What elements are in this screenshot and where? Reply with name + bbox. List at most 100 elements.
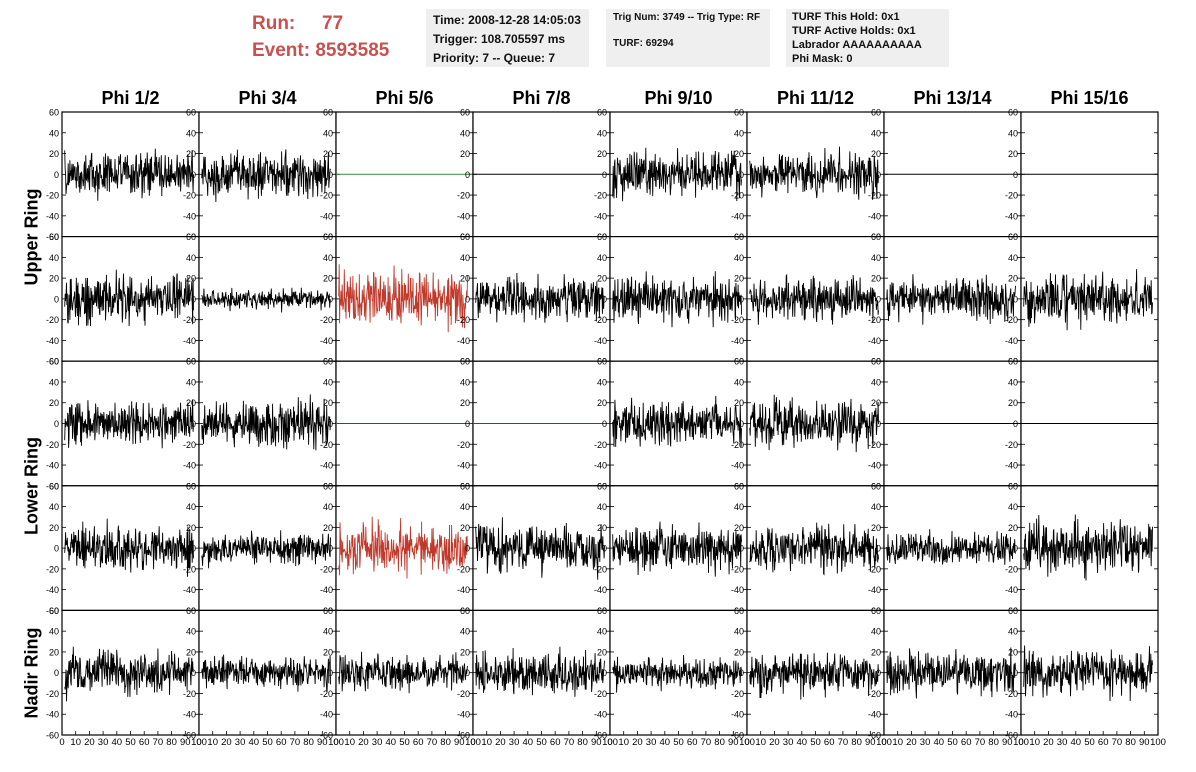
y-tick-label: -60 [594,731,607,741]
x-tick-label: 80 [1125,737,1136,748]
y-tick-label: 60 [871,357,881,367]
y-tick-label: 20 [186,149,196,159]
y-tick-label: 60 [460,108,470,118]
x-tick-label: 100 [465,737,481,748]
y-tick-label: 60 [186,108,196,118]
y-tick-label: 20 [186,523,196,533]
y-tick-label: -40 [46,585,59,595]
x-tick-label: 80 [577,737,588,748]
waveform-trace [886,647,1016,699]
y-tick-label: 20 [49,523,59,533]
y-tick-label: -20 [1005,191,1018,201]
y-tick-label: 40 [460,128,470,138]
y-tick-label: 20 [597,149,607,159]
time-info-box: Time: 2008-12-28 14:05:03 Trigger: 108.7… [426,9,589,67]
y-tick-label: 60 [1008,481,1018,491]
y-tick-label: 20 [1008,149,1018,159]
x-tick-label: 20 [906,737,917,748]
y-tick-label: -20 [320,191,333,201]
y-tick-label: 60 [597,232,607,242]
y-tick-label: 60 [597,606,607,616]
y-tick-label: -20 [1005,689,1018,699]
y-tick-label: -40 [1005,585,1018,595]
x-tick-label: 40 [797,737,808,748]
y-tick-label: 60 [871,606,881,616]
y-tick-label: -20 [457,564,470,574]
x-tick-label: 40 [249,737,260,748]
y-tick-label: 60 [186,232,196,242]
x-tick-label: 20 [84,737,95,748]
y-tick-label: 20 [871,149,881,159]
y-tick-label: 20 [1008,523,1018,533]
y-tick-label: 20 [871,523,881,533]
x-tick-label: 50 [947,737,958,748]
y-tick-label: 60 [460,357,470,367]
x-tick-label: 0 [744,737,749,748]
x-tick-label: 100 [1013,737,1029,748]
y-tick-label: -20 [731,315,744,325]
y-tick-label: 20 [49,647,59,657]
y-tick-label: 40 [597,253,607,263]
y-tick-label: 60 [734,232,744,242]
x-tick-label: 80 [714,737,725,748]
x-tick-label: 0 [196,737,201,748]
x-tick-label: 90 [591,737,602,748]
y-tick-label: -20 [46,315,59,325]
y-tick-label: 40 [49,502,59,512]
y-tick-label: 0 [876,294,881,304]
y-tick-label: 0 [739,668,744,678]
y-tick-label: 60 [597,108,607,118]
y-tick-label: -20 [731,689,744,699]
waveform-trace [1023,514,1153,581]
y-tick-label: -40 [731,461,744,471]
y-tick-label: 40 [734,128,744,138]
y-tick-label: 20 [597,274,607,284]
y-tick-label: 60 [323,232,333,242]
x-tick-label: 30 [783,737,794,748]
y-tick-label: -20 [320,440,333,450]
x-tick-label: 40 [523,737,534,748]
y-tick-label: -40 [46,211,59,221]
x-tick-label: 0 [607,737,612,748]
x-tick-label: 40 [112,737,123,748]
y-tick-label: 60 [871,232,881,242]
waveform-trace [338,651,468,694]
y-tick-label: 0 [465,419,470,429]
y-tick-label: -20 [731,440,744,450]
column-header: Phi 11/12 [776,88,855,108]
waveform-trace [612,395,742,447]
y-tick-label: -20 [868,564,881,574]
y-tick-label: 40 [186,377,196,387]
y-tick-label: -40 [1005,211,1018,221]
y-tick-label: 0 [54,544,59,554]
y-tick-label: 20 [323,149,333,159]
y-tick-label: 20 [460,647,470,657]
y-tick-label: 20 [597,523,607,533]
y-tick-label: 40 [186,627,196,637]
x-tick-label: 20 [769,737,780,748]
y-tick-label: 60 [323,108,333,118]
x-tick-label: 30 [646,737,657,748]
x-tick-label: 60 [687,737,698,748]
x-tick-label: 80 [851,737,862,748]
y-tick-label: 40 [460,377,470,387]
y-tick-label: -40 [594,336,607,346]
y-tick-label: -20 [594,440,607,450]
y-tick-label: 20 [871,398,881,408]
y-tick-label: 0 [54,668,59,678]
y-tick-label: -20 [46,440,59,450]
y-tick-label: 20 [734,523,744,533]
x-tick-label: 20 [632,737,643,748]
column-header: Phi 1/2 [101,88,160,108]
x-tick-label: 90 [1002,737,1013,748]
y-tick-label: 0 [465,668,470,678]
